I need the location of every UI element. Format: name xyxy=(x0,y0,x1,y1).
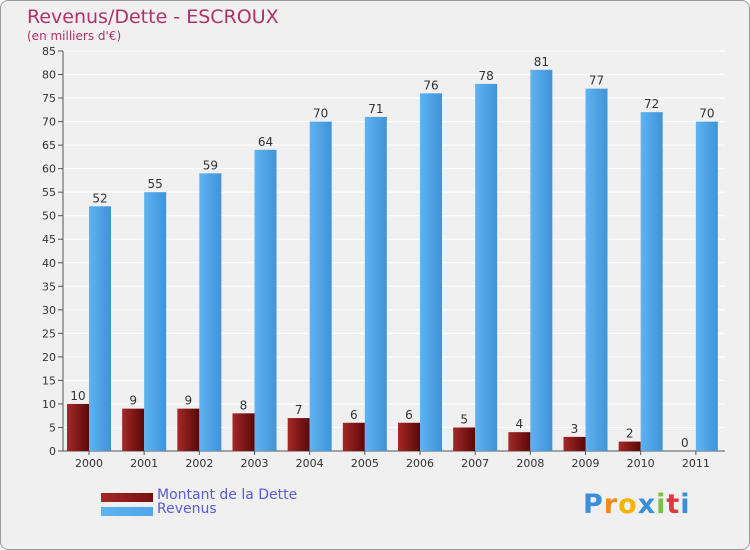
y-tick-label: 65 xyxy=(42,139,56,152)
revenue-value-label-2001: 55 xyxy=(148,177,163,191)
revenue-bar-2009 xyxy=(585,88,608,451)
revenue-bar-2005 xyxy=(364,116,387,451)
logo-letter: t xyxy=(666,489,681,520)
y-tick-label: 25 xyxy=(42,327,56,340)
x-tick-label: 2005 xyxy=(351,457,379,470)
debt-value-label-2011: 0 xyxy=(681,436,689,450)
y-tick-label: 70 xyxy=(42,116,56,129)
debt-value-label-2000: 10 xyxy=(70,389,85,403)
x-tick-label: 2008 xyxy=(516,457,544,470)
debt-value-label-2002: 9 xyxy=(185,394,193,408)
debt-bar-2002 xyxy=(177,408,200,451)
chart-subtitle: (en milliers d'€) xyxy=(27,29,122,43)
revenue-bar-2010 xyxy=(640,112,663,452)
legend-label-debt: Montant de la Dette xyxy=(157,487,298,503)
debt-bar-2004 xyxy=(287,418,310,451)
logo-letter: o xyxy=(618,489,638,520)
chart-title: Revenus/Dette - ESCROUX xyxy=(27,6,279,28)
logo-letter: i xyxy=(680,489,691,520)
x-tick-label: 2006 xyxy=(406,457,434,470)
y-tick-label: 60 xyxy=(42,163,56,176)
legend-label-revenue: Revenus xyxy=(157,501,217,517)
revenue-value-label-2004: 70 xyxy=(313,107,328,121)
revenue-bar-2001 xyxy=(144,192,167,452)
revenue-value-label-2008: 81 xyxy=(534,55,549,69)
y-tick-label: 15 xyxy=(42,374,56,387)
x-tick-label: 2003 xyxy=(241,457,269,470)
x-tick-label: 2002 xyxy=(185,457,213,470)
debt-bar-2010 xyxy=(618,441,641,451)
debt-bar-2008 xyxy=(508,432,531,451)
y-tick-label: 55 xyxy=(42,186,56,199)
revenue-value-label-2000: 52 xyxy=(92,191,107,205)
legend-swatch-debt xyxy=(101,493,153,502)
y-tick-label: 35 xyxy=(42,280,56,293)
y-tick-label: 50 xyxy=(42,210,56,223)
logo-letter: i xyxy=(656,489,667,520)
logo-letter: x xyxy=(637,489,657,520)
revenue-bar-2008 xyxy=(530,69,553,451)
debt-bar-2000 xyxy=(67,403,89,451)
revenue-value-label-2009: 77 xyxy=(589,74,604,88)
debt-value-label-2001: 9 xyxy=(129,394,137,408)
debt-bar-2005 xyxy=(342,422,365,451)
debt-value-label-2006: 6 xyxy=(405,408,413,422)
revenue-value-label-2003: 64 xyxy=(258,135,273,149)
y-tick-label: 10 xyxy=(42,398,56,411)
legend-swatch-revenue xyxy=(101,507,153,516)
debt-bar-2006 xyxy=(398,422,420,451)
revenue-bar-2011 xyxy=(695,121,718,452)
y-tick-label: 20 xyxy=(42,351,56,364)
revenue-value-label-2002: 59 xyxy=(203,158,218,172)
logo-letter: r xyxy=(603,489,619,520)
revenue-value-label-2005: 71 xyxy=(368,102,383,116)
x-tick-label: 2009 xyxy=(572,457,600,470)
revenue-value-label-2007: 78 xyxy=(479,69,494,83)
y-tick-label: 85 xyxy=(42,45,56,58)
revenue-bar-2002 xyxy=(199,173,222,451)
debt-value-label-2005: 6 xyxy=(350,408,358,422)
x-tick-label: 2001 xyxy=(130,457,158,470)
debt-value-label-2010: 2 xyxy=(626,427,634,441)
y-tick-label: 0 xyxy=(49,445,56,458)
revenue-value-label-2011: 70 xyxy=(699,107,714,121)
x-tick-label: 2010 xyxy=(627,457,655,470)
x-tick-label: 2011 xyxy=(682,457,710,470)
revenue-bar-2003 xyxy=(254,149,277,451)
x-tick-label: 2007 xyxy=(461,457,489,470)
revenue-value-label-2010: 72 xyxy=(644,97,659,111)
revenue-bar-2006 xyxy=(420,93,442,452)
debt-value-label-2003: 8 xyxy=(240,398,248,412)
revenue-bar-2007 xyxy=(475,83,498,452)
revenue-bar-2000 xyxy=(89,206,111,451)
x-tick-label: 2004 xyxy=(296,457,324,470)
y-tick-label: 40 xyxy=(42,257,56,270)
y-tick-label: 5 xyxy=(49,421,56,434)
debt-value-label-2008: 4 xyxy=(516,417,524,431)
debt-bar-2007 xyxy=(453,427,476,451)
y-tick-label: 80 xyxy=(42,69,56,82)
debt-bar-2003 xyxy=(232,413,255,451)
x-tick-label: 2000 xyxy=(75,457,103,470)
debt-value-label-2004: 7 xyxy=(295,403,303,417)
y-tick-label: 45 xyxy=(42,233,56,246)
y-tick-label: 30 xyxy=(42,304,56,317)
revenue-bar-2004 xyxy=(309,121,332,452)
revenue-value-label-2006: 76 xyxy=(423,78,438,92)
debt-value-label-2007: 5 xyxy=(460,412,468,426)
proxiti-logo: Proxiti xyxy=(583,489,691,520)
debt-bar-2001 xyxy=(122,408,145,451)
plot-area xyxy=(63,51,725,451)
debt-bar-2009 xyxy=(563,436,586,451)
y-tick-label: 75 xyxy=(42,92,56,105)
debt-value-label-2009: 3 xyxy=(571,422,579,436)
logo-letter: P xyxy=(583,489,604,520)
